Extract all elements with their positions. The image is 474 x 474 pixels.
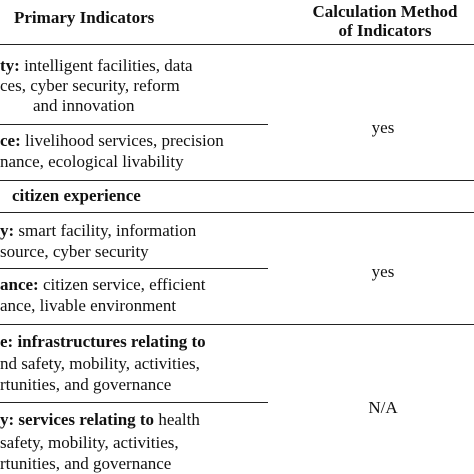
cell-line: rtunities, and governance	[0, 454, 172, 473]
rule	[0, 268, 268, 269]
text-part: y:	[0, 221, 15, 240]
text-part: citizen service, efficient	[42, 275, 206, 294]
header-primary: Primary Indicators	[14, 8, 155, 27]
text-part: smart facility, information	[18, 221, 197, 240]
text-part: ance:	[0, 275, 39, 294]
cell-line: nd safety, mobility, activities,	[0, 354, 200, 373]
rule	[0, 402, 268, 403]
cell-line: source, cyber security	[0, 242, 149, 261]
cell-line: and innovation	[33, 96, 135, 115]
rule	[0, 212, 474, 213]
rule	[0, 180, 474, 181]
rule	[0, 324, 474, 325]
rule	[0, 44, 474, 45]
cell-line: y: services relating to health	[0, 410, 200, 430]
header-method: of Indicators	[338, 21, 432, 40]
cell-line: nance, ecological livability	[0, 152, 184, 171]
section-heading: citizen experience	[12, 186, 141, 205]
text-part: ty:	[0, 56, 20, 75]
rule	[0, 124, 268, 125]
method-cell: yes	[371, 262, 395, 281]
header-method: Calculation Method	[312, 2, 458, 21]
text-part: ce:	[0, 131, 21, 150]
text-part: health	[158, 410, 200, 429]
cell-line: ty: intelligent facilities, data	[0, 56, 193, 76]
cell-line: rtunities, and governance	[0, 375, 172, 394]
text-part: e: infrastructures relating to	[0, 332, 206, 351]
cell-line: y: smart facility, information	[0, 221, 196, 241]
cell-line: ce: livelihood services, precision	[0, 131, 224, 151]
cell-line: ance: citizen service, efficient	[0, 275, 205, 295]
cell-line: ces, cyber security, reform	[0, 76, 180, 95]
method-cell: N/A	[368, 398, 398, 417]
method-cell: yes	[371, 118, 395, 137]
text-part: livelihood services, precision	[25, 131, 224, 150]
cell-line: safety, mobility, activities,	[0, 433, 179, 452]
text-part: intelligent facilities, data	[24, 56, 193, 75]
text-part: y: services relating to	[0, 410, 155, 429]
cell-line: ance, livable environment	[0, 296, 177, 315]
cell-line: e: infrastructures relating to	[0, 332, 206, 352]
